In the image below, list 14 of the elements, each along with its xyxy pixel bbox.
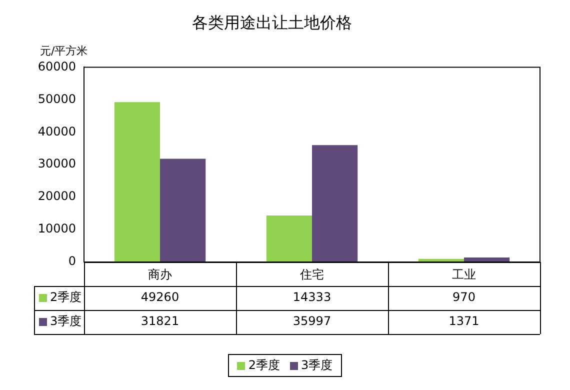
y-tick-label: 10000 <box>38 222 76 236</box>
text: 3季度 <box>301 358 333 372</box>
x-tick-label: 住宅 <box>299 267 324 282</box>
y-axis-title: 元/平方米 <box>40 44 88 58</box>
y-tick-label: 50000 <box>38 92 76 106</box>
x-tick-label: 商办 <box>148 267 172 282</box>
y-tick-label: 20000 <box>38 189 76 204</box>
y-tick-label: 40000 <box>38 124 76 138</box>
chart-title: 各类用途出让土地价格 <box>192 12 352 32</box>
y-tick-label: 30000 <box>38 156 76 171</box>
y-tick-label: 60000 <box>38 59 76 74</box>
x-tick-label: 工业 <box>452 267 476 282</box>
y-tick-label: 0 <box>68 254 76 268</box>
text: 2季度 <box>248 358 280 372</box>
